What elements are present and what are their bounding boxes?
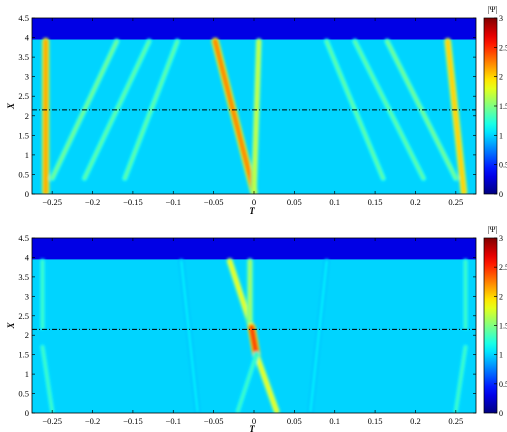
- y-tick-label: 1: [25, 150, 29, 160]
- x-tick-label: 0.25: [448, 416, 463, 426]
- colorbar-tick-label: 0: [499, 409, 503, 418]
- x-tick-label: −0.15: [123, 197, 143, 207]
- x-tick-label: −0.1: [166, 416, 181, 426]
- x-tick-label: 0.25: [448, 197, 463, 207]
- colorbar-tick-label: 2: [499, 292, 503, 301]
- y-tick-label: 2: [25, 330, 29, 340]
- x-axis-label: T: [249, 206, 255, 216]
- y-tick-label: 4.5: [18, 13, 29, 23]
- ridge-10: [385, 39, 458, 180]
- x-tick-label: 0.15: [368, 416, 383, 426]
- colorbar-label: |Ψ|: [488, 4, 498, 14]
- colorbar-tick-label: 1: [499, 351, 503, 360]
- x-tick-label: 0.15: [368, 197, 383, 207]
- colorbar-tick-label: 3: [499, 14, 503, 23]
- ridge-2: [212, 38, 257, 194]
- y-axis-label: X: [6, 322, 16, 330]
- x-tick-label: −0.05: [204, 197, 224, 207]
- y-tick-label: 0.5: [18, 389, 29, 399]
- heatmap-area: [32, 18, 476, 194]
- colorbar: 0 0.5 1 1.5 2 2.5 3|Ψ|: [483, 4, 507, 199]
- y-tick-label: 3: [25, 72, 29, 82]
- x-tick-label: 0.2: [410, 416, 421, 426]
- y-tick-label: 4: [25, 252, 30, 262]
- x-tick-label: 0.2: [410, 197, 421, 207]
- heatmap-area: [32, 238, 476, 413]
- colorbar-tick-label: 2: [499, 73, 503, 82]
- ridge-7: [123, 39, 179, 180]
- y-tick-label: 2.5: [18, 91, 29, 101]
- colorbar-tick-label: 1: [499, 131, 503, 140]
- x-tick-label: −0.25: [42, 416, 62, 426]
- colorbar: 0 0.5 1 1.5 2 2.5 3|Ψ|: [483, 224, 507, 418]
- y-tick-label: 0: [25, 189, 29, 199]
- ridge-3: [252, 39, 261, 194]
- y-tick-label: 2.5: [18, 311, 29, 321]
- x-tick-label: 0.05: [287, 197, 302, 207]
- ridge-5: [236, 353, 258, 413]
- ridge-3: [254, 352, 279, 413]
- colorbar-label: |Ψ|: [488, 224, 498, 234]
- y-tick-label: 0.5: [18, 169, 29, 179]
- upper-band: [32, 18, 476, 40]
- x-tick-label: 0.1: [329, 416, 340, 426]
- y-tick-label: 3: [25, 291, 29, 301]
- x-tick-label: 0: [252, 197, 256, 207]
- y-tick-label: 3.5: [18, 272, 29, 282]
- y-tick-label: 1: [25, 369, 29, 379]
- ridge-4: [445, 39, 467, 194]
- y-tick-label: 2: [25, 111, 29, 121]
- ridge-9: [454, 345, 467, 413]
- ridge-11: [309, 260, 328, 413]
- x-tick-label: 0.05: [287, 416, 302, 426]
- x-tick-label: −0.2: [85, 197, 100, 207]
- y-tick-label: 3.5: [18, 52, 29, 62]
- colorbar-tick-label: 0.5: [499, 161, 507, 170]
- y-tick-label: 4.5: [18, 233, 29, 243]
- x-tick-label: −0.25: [42, 197, 62, 207]
- ridge-2: [248, 324, 260, 358]
- y-tick-label: 4: [25, 33, 30, 43]
- x-axis-label: T: [249, 424, 255, 432]
- colorbar-tick-label: 0.5: [499, 380, 507, 389]
- x-tick-label: 0: [252, 416, 256, 426]
- colorbar-tick-label: 1.5: [499, 102, 507, 111]
- panel-top: −0.25 −0.2 −0.15 −0.1 −0.05 0 0.05 0.1 0.15 0.2 0.…: [6, 4, 507, 216]
- x-tick-label: −0.1: [166, 197, 181, 207]
- y-tick-label: 1.5: [18, 130, 29, 140]
- x-tick-label: 0.1: [329, 197, 340, 207]
- panel-bottom: −0.25 −0.2 −0.15 −0.1 −0.05 0 0.05 0.1 0.15 0.2 0.…: [6, 224, 507, 432]
- x-tick-label: −0.2: [85, 416, 100, 426]
- colorbar-tick-label: 2.5: [499, 43, 507, 52]
- colorbar-tick-label: 3: [499, 234, 503, 243]
- y-tick-label: 0: [25, 408, 29, 418]
- x-tick-label: −0.15: [123, 416, 143, 426]
- ridge-10: [180, 260, 199, 413]
- colorbar-tick-label: 0: [499, 190, 503, 199]
- colorbar-tick-label: 2.5: [499, 263, 507, 272]
- y-tick-label: 1.5: [18, 350, 29, 360]
- x-tick-label: −0.05: [204, 416, 224, 426]
- ridge-7: [41, 345, 54, 413]
- upper-band: [32, 238, 476, 260]
- y-axis-label: X: [6, 102, 16, 110]
- colorbar-tick-label: 1.5: [499, 322, 507, 331]
